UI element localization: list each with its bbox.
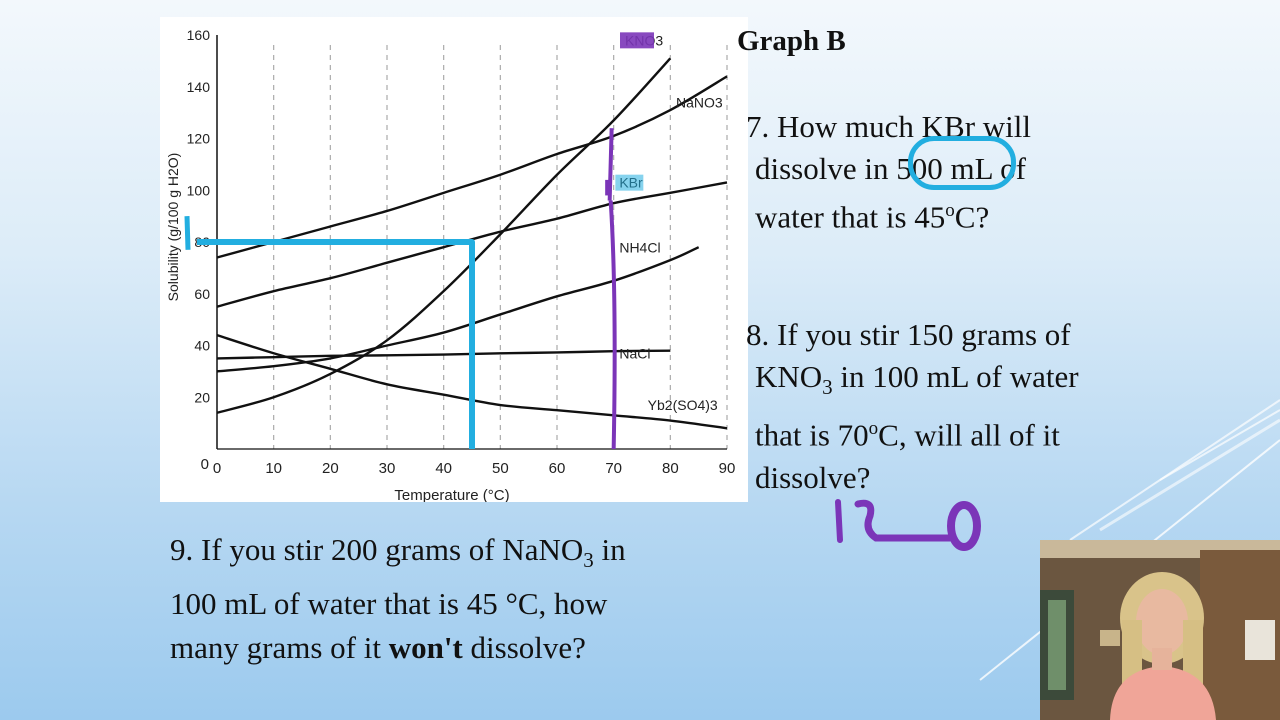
x-tick-label: 70 <box>605 460 622 477</box>
x-tick-label: 0 <box>213 460 221 477</box>
x-tick-label: 80 <box>662 460 679 477</box>
series-line-nano3 <box>216 75 728 259</box>
y-tick-label: 120 <box>187 131 211 147</box>
handwritten-answer <box>835 499 981 551</box>
series-label: NaCl <box>619 345 650 361</box>
q7-line3: water that is 45oC? <box>755 199 990 235</box>
x-tick-label: 50 <box>492 460 509 477</box>
q9-line1: 9. If you stir 200 grams of NaNO3 in <box>170 532 626 573</box>
q8-line4: dissolve? <box>755 459 871 495</box>
x-tick-label: 10 <box>265 460 282 477</box>
cyan-tick-mark <box>184 216 191 250</box>
highlight-circle-500ml <box>908 136 1016 190</box>
q7-line2: dissolve in 500 mL of <box>755 151 1026 186</box>
series-label: Yb2(SO4)3 <box>648 397 718 413</box>
q9-line3: many grams of it won't dissolve? <box>170 630 586 666</box>
series-line-kno3 <box>216 57 672 414</box>
question-9: 9. If you stir 200 grams of NaNO3 in 100… <box>170 528 770 670</box>
presenter-image <box>1040 540 1280 720</box>
slide-title: Graph B <box>737 25 846 57</box>
cyan-guide-line <box>197 239 475 449</box>
y-tick-label: 100 <box>187 182 211 198</box>
chart-canvas: 0 10 20 30 40 50 60 70 80 90020406080100120140160… <box>165 27 736 502</box>
x-tick-label: 20 <box>322 460 339 477</box>
y-tick-label: 0 <box>201 456 209 473</box>
x-tick-label: 60 <box>549 460 566 477</box>
q8-line3: that is 70oC, will all of it <box>755 417 1060 453</box>
purple-highlight-kno3-label <box>620 32 654 49</box>
y-tick-label: 20 <box>194 389 210 405</box>
solubility-chart: 0 10 20 30 40 50 60 70 80 90 0 20 40 60 80 100 120 140 160… <box>160 17 748 502</box>
x-axis-label: Temperature (°C) <box>394 487 509 502</box>
q8-line1: 8. If you stir 150 grams of <box>746 317 1071 352</box>
webcam-presenter-video <box>1040 540 1280 720</box>
x-tick-label: 30 <box>379 460 396 477</box>
q9-line2: 100 mL of water that is 45 °C, how <box>170 586 608 622</box>
y-axis-label: Solubility (g/100 g H2O) <box>165 153 181 302</box>
series-label: NaNO3 <box>676 94 723 110</box>
x-tick-label: 90 <box>719 460 736 477</box>
y-tick-label: 60 <box>194 286 210 302</box>
cyan-highlight-kbr-label <box>615 174 644 191</box>
series-label: NH4Cl <box>619 239 660 255</box>
question-8: 8. If you stir 150 grams of KNO3 in 100 … <box>746 314 1166 499</box>
y-tick-label: 160 <box>187 27 211 43</box>
y-tick-label: 140 <box>187 79 211 95</box>
x-tick-label: 40 <box>435 460 452 477</box>
y-tick-label: 40 <box>194 338 210 354</box>
q8-line2: KNO3 in 100 mL of water <box>755 359 1079 400</box>
